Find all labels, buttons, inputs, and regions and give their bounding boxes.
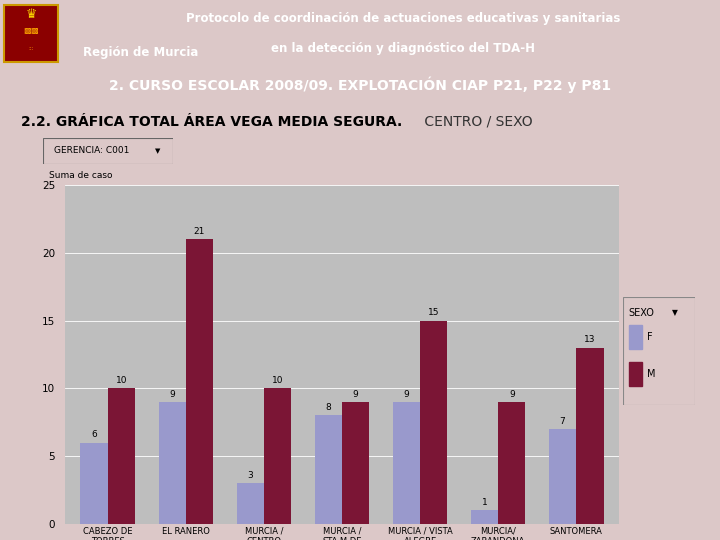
Text: GERENCIA: C001: GERENCIA: C001 [53, 146, 129, 155]
Bar [237, 483, 264, 524]
Bar [158, 402, 186, 524]
Text: :::: ::: [28, 46, 34, 51]
Text: ▼: ▼ [155, 147, 160, 154]
Bar [498, 402, 526, 524]
Text: SEXO: SEXO [629, 308, 654, 318]
Bar [81, 443, 108, 524]
Text: 9: 9 [353, 389, 359, 399]
Bar [629, 325, 642, 349]
Bar [108, 388, 135, 524]
Text: CENTRO / SEXO: CENTRO / SEXO [420, 115, 533, 129]
Text: 21: 21 [194, 227, 205, 236]
Text: ▩▩: ▩▩ [23, 26, 39, 35]
Text: en la detección y diagnóstico del TDA-H: en la detección y diagnóstico del TDA-H [271, 42, 535, 55]
Bar [471, 510, 498, 524]
Text: ♛: ♛ [25, 8, 37, 21]
Text: 9: 9 [169, 389, 175, 399]
Text: 7: 7 [559, 417, 565, 426]
Text: Suma de caso: Suma de caso [49, 171, 112, 180]
Bar [4, 5, 58, 62]
Bar [420, 321, 447, 524]
Bar [315, 415, 342, 524]
Text: 13: 13 [584, 335, 595, 345]
Text: 9: 9 [509, 389, 515, 399]
Text: M: M [647, 369, 655, 379]
Text: 9: 9 [403, 389, 409, 399]
Bar [264, 388, 292, 524]
Text: Región de Murcia: Región de Murcia [83, 46, 198, 59]
Text: 2.2. GRÁFICA TOTAL ÁREA VEGA MEDIA SEGURA.: 2.2. GRÁFICA TOTAL ÁREA VEGA MEDIA SEGUR… [22, 115, 402, 129]
Bar [342, 402, 369, 524]
Text: 2. CURSO ESCOLAR 2008/09. EXPLOTACIÓN CIAP P21, P22 y P81: 2. CURSO ESCOLAR 2008/09. EXPLOTACIÓN CI… [109, 77, 611, 93]
Text: 15: 15 [428, 308, 439, 318]
Text: ▼: ▼ [672, 308, 678, 317]
Bar [186, 239, 213, 524]
Text: 8: 8 [325, 403, 331, 412]
Text: F: F [647, 332, 652, 342]
Bar [549, 429, 576, 524]
Text: Protocolo de coordinación de actuaciones educativas y sanitarias: Protocolo de coordinación de actuaciones… [186, 12, 621, 25]
Text: 10: 10 [116, 376, 127, 385]
Text: 1: 1 [482, 498, 487, 507]
Text: 6: 6 [91, 430, 97, 439]
Text: 10: 10 [272, 376, 284, 385]
Bar [629, 362, 642, 386]
Text: 3: 3 [248, 471, 253, 480]
Bar [576, 348, 603, 524]
Bar [392, 402, 420, 524]
